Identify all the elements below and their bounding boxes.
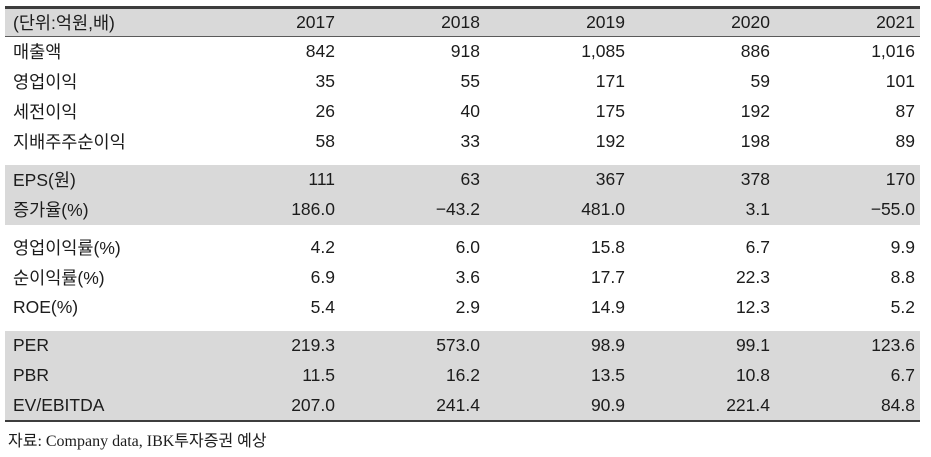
cell-value: 84.8 (880, 394, 915, 415)
cell-value: 219.3 (291, 335, 335, 355)
cell-value: 90.9 (590, 394, 625, 415)
year-column-header: 2021 (876, 12, 915, 32)
cell-value: 175 (595, 101, 625, 121)
cell-value: 6.7 (745, 237, 770, 257)
cell-value: 9.9 (890, 237, 915, 257)
cell-value: 8.8 (890, 267, 915, 287)
cell-value: 842 (305, 41, 335, 62)
year-column-header: 2018 (441, 12, 480, 32)
cell-value: 17.7 (590, 267, 625, 287)
table-row: PBR 11.5 16.2 13.5 10.8 6.7 (5, 360, 920, 391)
cell-value: 99.1 (735, 335, 770, 355)
cell-value: 481.0 (581, 199, 625, 219)
group-spacer (5, 156, 920, 165)
cell-value: 170 (885, 169, 915, 189)
cell-value: 241.4 (436, 394, 480, 415)
cell-value: 35 (315, 71, 335, 91)
cell-value: 58 (315, 131, 335, 151)
cell-value: 5.4 (310, 297, 335, 317)
group-spacer (5, 322, 920, 331)
cell-value: 4.2 (310, 237, 335, 257)
cell-value: 15.8 (590, 237, 625, 257)
cell-value: 198 (740, 131, 770, 151)
cell-value: 101 (885, 71, 915, 91)
year-column-header: 2020 (731, 12, 770, 32)
row-label: 지배주주순이익 (13, 132, 126, 152)
cell-value: 16.2 (445, 365, 480, 385)
cell-value: 89 (895, 131, 915, 151)
cell-value: 87 (895, 101, 915, 121)
cell-value: 1,085 (581, 41, 625, 62)
cell-value: 886 (740, 41, 770, 62)
financial-summary-table: (단위:억원,배) 2017 2018 2019 2020 2021 매출액 842 918… (5, 6, 920, 451)
cell-value: 14.9 (590, 297, 625, 317)
row-label: EPS(원) (13, 170, 76, 190)
group-spacer (5, 224, 920, 233)
row-label: 영업이익 (13, 72, 78, 92)
cell-value: 367 (595, 169, 625, 189)
row-label: 증가율(%) (13, 200, 89, 220)
table-row: ROE(%) 5.4 2.9 14.9 12.3 5.2 (5, 292, 920, 323)
table-row: 영업이익 35 55 171 59 101 (5, 66, 920, 97)
cell-value: 6.9 (310, 267, 335, 287)
table-row: 순이익률(%) 6.9 3.6 17.7 22.3 8.8 (5, 262, 920, 293)
cell-value: 918 (450, 41, 480, 62)
cell-value: 6.7 (890, 365, 915, 385)
cell-value: 5.2 (890, 297, 915, 317)
cell-value: 12.3 (735, 297, 770, 317)
table-row: EPS(원) 111 63 367 378 170 (5, 164, 920, 195)
row-label: 영업이익률(%) (13, 238, 121, 258)
cell-value: 573.0 (436, 335, 480, 355)
cell-value: 123.6 (871, 335, 915, 355)
unit-label: (단위:억원,배) (13, 13, 115, 33)
cell-value: 22.3 (735, 267, 770, 287)
cell-value: 10.8 (735, 365, 770, 385)
cell-value: 111 (308, 169, 335, 189)
row-label: ROE(%) (13, 297, 79, 317)
cell-value: 2.9 (455, 297, 480, 317)
year-column-header: 2019 (586, 12, 625, 32)
table-header-row: (단위:억원,배) 2017 2018 2019 2020 2021 (5, 7, 920, 37)
cell-value: 221.4 (726, 394, 770, 415)
cell-value: 11.5 (302, 365, 335, 385)
source-note: 자료: Company data, IBK투자증권 예상 (8, 432, 267, 450)
cell-value: 171 (595, 71, 625, 91)
cell-value: 3.6 (455, 267, 480, 287)
table-row: 증가율(%) 186.0 −43.2 481.0 3.1 −55.0 (5, 194, 920, 225)
cell-value: 6.0 (455, 237, 480, 257)
row-label: PER (13, 335, 49, 355)
cell-value: 192 (740, 101, 770, 121)
row-label: EV/EBITDA (13, 394, 105, 415)
table-row: PER 219.3 573.0 98.9 99.1 123.6 (5, 330, 920, 361)
table-row: 지배주주순이익 58 33 192 198 89 (5, 126, 920, 157)
cell-value: 40 (460, 101, 480, 121)
cell-value: 63 (460, 169, 480, 189)
cell-value: 378 (740, 169, 770, 189)
cell-value: −43.2 (435, 199, 480, 219)
cell-value: −55.0 (870, 199, 915, 219)
cell-value: 33 (460, 131, 480, 151)
row-label: PBR (13, 365, 49, 385)
earnings-table: (단위:억원,배) 2017 2018 2019 2020 2021 매출액 842 918… (5, 6, 920, 422)
cell-value: 186.0 (291, 199, 335, 219)
table-row: 영업이익률(%) 4.2 6.0 15.8 6.7 9.9 (5, 232, 920, 263)
table-row: EV/EBITDA 207.0 241.4 90.9 221.4 84.8 (5, 390, 920, 421)
row-label: 세전이익 (13, 102, 78, 122)
row-label: 순이익률(%) (13, 268, 105, 288)
year-column-header: 2017 (296, 12, 335, 32)
cell-value: 192 (595, 131, 625, 151)
cell-value: 26 (315, 101, 335, 121)
cell-value: 59 (750, 71, 770, 91)
table-row: 매출액 842 918 1,085 886 1,016 (5, 36, 920, 67)
cell-value: 3.1 (745, 199, 770, 219)
cell-value: 13.5 (590, 365, 625, 385)
table-row: 세전이익 26 40 175 192 87 (5, 96, 920, 127)
cell-value: 1,016 (871, 41, 915, 62)
cell-value: 55 (460, 71, 480, 91)
row-label: 매출액 (13, 42, 62, 63)
cell-value: 207.0 (291, 394, 335, 415)
cell-value: 98.9 (590, 335, 625, 355)
